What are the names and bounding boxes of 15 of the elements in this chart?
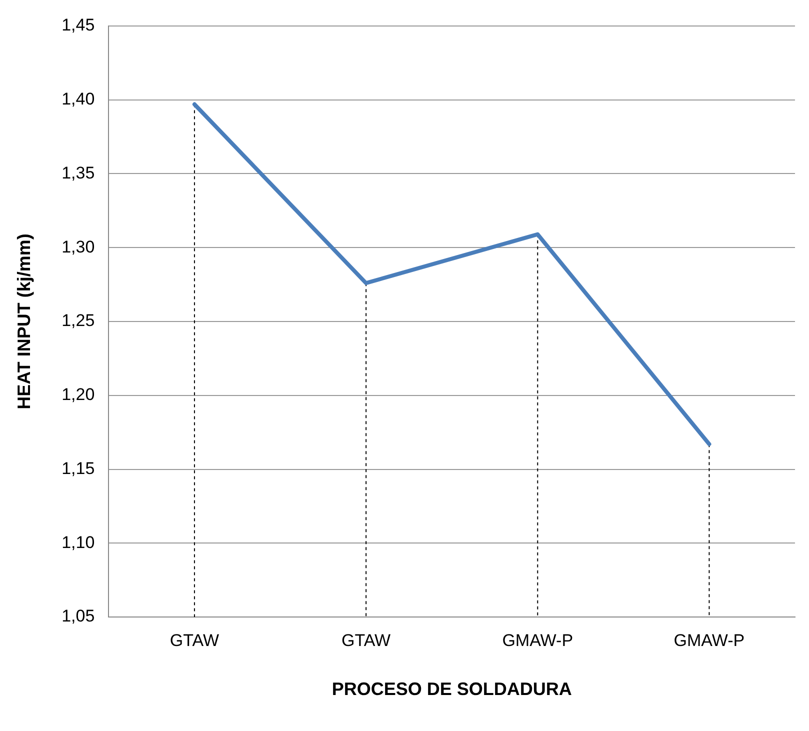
x-tick-label: GTAW (342, 630, 391, 650)
y-axis-title: HEAT INPUT (kj/mm) (14, 234, 34, 410)
x-axis-title: PROCESO DE SOLDADURA (332, 679, 572, 700)
x-tick-label: GMAW-P (502, 630, 574, 650)
x-tick-label: GMAW-P (674, 630, 745, 650)
y-tick-label: 1,20 (62, 385, 95, 404)
y-tick-label: 1,10 (62, 532, 95, 552)
y-tick-label: 1,45 (62, 16, 95, 35)
y-tick-label: 1,25 (62, 311, 95, 330)
x-tick-label: GTAW (170, 630, 220, 650)
y-tick-label: 1,35 (62, 163, 95, 182)
y-tick-label: 1,05 (62, 606, 95, 626)
y-tick-label: 1,40 (62, 90, 95, 109)
y-tick-label: 1,15 (62, 458, 95, 478)
y-tick-label: 1,30 (62, 237, 95, 256)
